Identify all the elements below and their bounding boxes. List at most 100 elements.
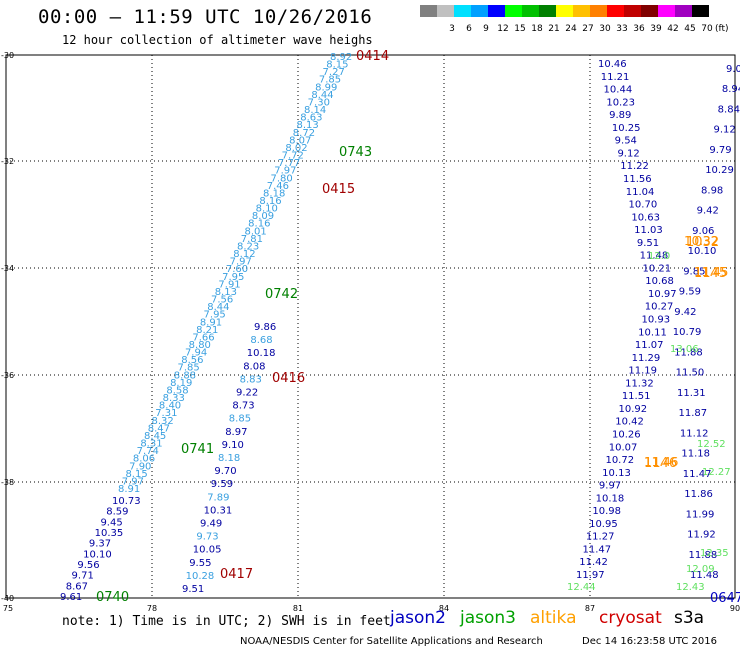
swh-value: 12.0 [648,251,670,262]
colorbar-swatch [556,5,573,17]
swh-value: 7.97 [122,476,144,487]
colorbar-swatch [522,5,539,17]
swh-value: 11.50 [676,368,705,379]
swh-value: 9.55 [189,558,211,569]
colorbar-label: 6 [466,24,472,34]
lat-tick-label: -36 [1,371,14,380]
colorbar-label: 42 [667,24,678,34]
swh-value: 8.47 [148,423,170,434]
legend-jason2: jason2 [390,608,446,628]
swh-value: 8.85 [229,414,251,425]
legend-altika: altika [530,608,577,628]
credit-text: NOAA/NESDIS Center for Satellite Applica… [240,636,543,647]
swh-value: 7.30 [308,97,330,108]
swh-value: 11.88 [674,347,703,358]
swh-value: 11.27 [586,532,615,543]
swh-value: 9.51 [182,584,204,595]
swh-value: 10.21 [642,263,671,274]
swh-value: 7.80 [270,173,292,184]
pass-label-0414: 0414 [356,49,389,64]
swh-value: 10.70 [629,200,658,211]
swh-value: 9.86 [254,322,276,333]
swh-value: 8.80 [189,340,211,351]
pass-label-0743: 0743 [339,145,372,160]
swh-value: 11.31 [677,388,706,399]
swh-value: 7.60 [226,264,248,275]
swh-value: 10.18 [247,348,276,359]
swh-value: 8.06 [133,454,155,465]
pass-label-0417: 0417 [220,567,253,582]
legend-s3a: s3a [674,608,705,628]
colorbar-swatch [573,5,590,17]
swh-value: 8.72 [293,128,315,139]
swh-value: 8.10 [256,204,278,215]
pass-label-0742: 0742 [265,287,298,302]
swh-value: 8.14 [304,105,326,116]
swh-value: 8.88 [174,370,196,381]
swh-value: 10.25 [612,123,641,134]
swh-value: 8.23 [237,241,259,252]
swh-value: 11.48 [690,570,719,581]
colorbar-swatch [590,5,607,17]
swh-value: 11.19 [628,366,657,377]
swh-value: 7.95 [222,272,244,283]
swh-value: 10.26 [612,429,641,440]
swh-value: 10.98 [592,506,621,517]
swh-value: 11.47 [583,544,612,555]
colorbar-label: 30 [599,24,611,34]
swh-value: 10.93 [641,315,670,326]
swh-value: 7.94 [185,348,207,359]
swh-value: 11.99 [686,509,715,520]
swh-value: 8.73 [232,401,254,412]
lon-tick-label: 81 [293,604,303,613]
axis-labels: 75 78 81 84 87 90 -30 -32 -34 -36 -38 -40 [1,51,740,613]
lat-tick-label: -32 [1,157,14,166]
colorbar-swatch [454,5,471,17]
swh-value: 7.91 [218,279,240,290]
swh-value: 10.27 [645,302,674,313]
swh-value: 8.98 [701,185,723,196]
swh-value: 13.06 [670,344,699,355]
colorbar-label: 15 [514,24,525,34]
swh-value: 9.56 [77,560,99,571]
swh-value: 10.63 [631,212,660,223]
swh-value: 12.52 [697,439,726,450]
colorbar-swatch [505,5,522,17]
swh-value: 11.86 [684,489,713,500]
swh-value: 11.92 [687,530,716,541]
colorbar-swatch [488,5,505,17]
swh-value: 9.97 [599,481,621,492]
swh-value: 10.18 [596,493,625,504]
map-title: 00:00 – 11:59 UTC 10/26/2016 [38,6,373,28]
swh-value: 7.97 [230,257,252,268]
colorbar-swatch [420,5,437,17]
pass-label-0647: 0647 [710,591,740,606]
colorbar-label: 3 [449,24,455,34]
swh-value: 11.21 [601,72,630,83]
swh-value: 10.46 [598,59,627,70]
swh-value: 11.12 [680,428,709,439]
swh-value: 8.44 [207,302,229,313]
swh-value: 9.22 [236,388,258,399]
swh-value: 8.09 [252,211,274,222]
swh-value: 11.46 [644,455,678,469]
swh-value: 9.42 [674,307,696,318]
swh-value: 8.19 [170,378,192,389]
swh-value: 11.88 [689,550,718,561]
swh-value: 11.42 [579,557,608,568]
swh-value: 11.56 [623,174,652,185]
swh-value: 8.18 [263,188,285,199]
swh-value: 12.09 [686,564,715,575]
swh-value: 7.81 [241,234,263,245]
swh-value: 7.72 [282,151,304,162]
lon-tick-label: 87 [585,604,595,613]
pass-label-0740: 0740 [96,590,129,605]
swh-value: 9.45 [100,517,122,528]
swh-value: 10.11 [638,327,667,338]
colorbar-label: 70 [701,24,713,34]
lat-tick-label: -40 [1,594,14,603]
swh-value: 11.87 [678,408,707,419]
swh-value: 7.66 [192,332,214,343]
swh-value: 7.74 [137,446,159,457]
swh-value: 8.99 [315,82,337,93]
